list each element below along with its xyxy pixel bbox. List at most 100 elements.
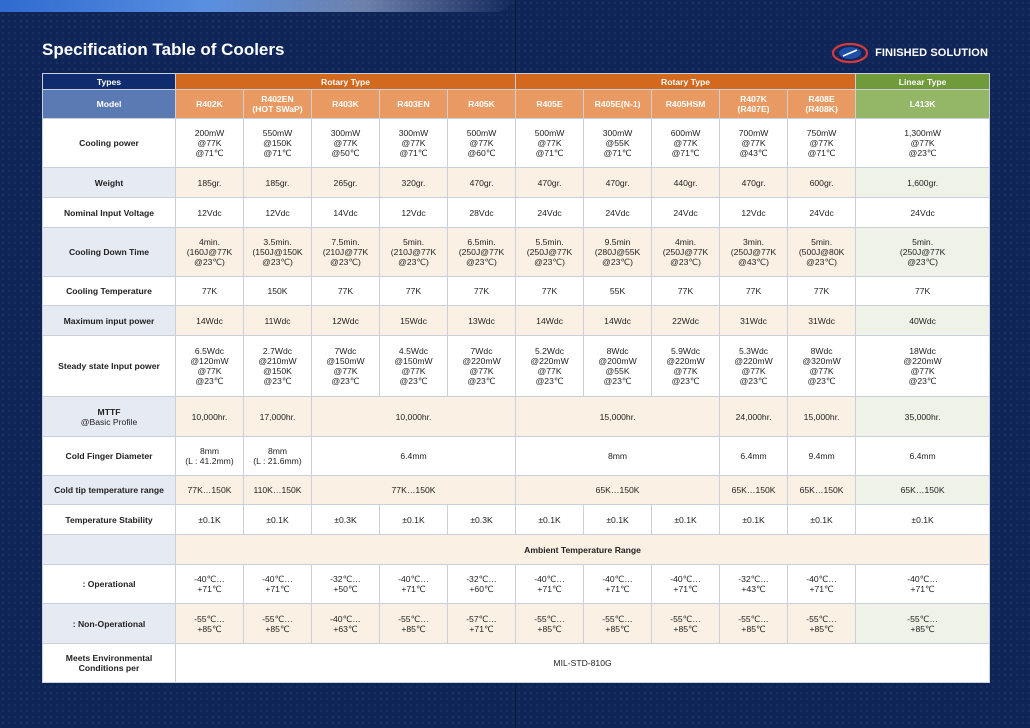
value-cell: 110K…150K <box>243 475 312 505</box>
model-row: Model R402K R402EN (HOT SWaP) R403K R403EN R4… <box>42 89 991 119</box>
value-cell: -55℃… +85℃ <box>787 603 857 644</box>
row-label: Cold Finger Diameter <box>42 436 176 476</box>
spec-row: Cooling Down Time 4min. (160J@77K @23℃) 3.5m… <box>42 227 991 277</box>
spec-row: Ambient Temperature Range <box>42 534 991 565</box>
value-cell: 5.5min. (250J@77K @23℃) <box>515 227 585 277</box>
value-cell: -55℃… +85℃ <box>243 603 312 644</box>
value-cell: 440gr. <box>651 167 721 198</box>
row-label: : Non-Operational <box>42 603 176 644</box>
value-cell: 300mW @77K @71℃ <box>379 118 448 168</box>
value-cell: -55℃… +85℃ <box>651 603 721 644</box>
value-cell: -55℃… +85℃ <box>583 603 653 644</box>
brand: FINISHED SOLUTION <box>831 42 988 64</box>
value-cell: -40℃… +71℃ <box>855 564 991 604</box>
row-label: Nominal Input Voltage <box>42 197 176 228</box>
value-cell: 65K…150K <box>787 475 857 505</box>
brand-name: FINISHED SOLUTION <box>875 47 988 59</box>
value-cell: 185gr. <box>243 167 312 198</box>
value-cell: 35,000hr. <box>855 396 991 437</box>
value-cell: 700mW @77K @43℃ <box>719 118 789 168</box>
value-cell: 77K <box>175 276 244 306</box>
value-cell: 15Wdc <box>379 305 448 336</box>
row-label: Cooling power <box>42 118 176 168</box>
spec-row: Cold Finger Diameter 8mm (L : 41.2mm) 8mm (L… <box>42 436 991 476</box>
value-cell: 24,000hr. <box>719 396 789 437</box>
value-cell: -40℃… +71℃ <box>583 564 653 604</box>
value-cell: 6.4mm <box>310 436 517 476</box>
value-cell: 14Vdc <box>311 197 380 228</box>
model-label: Model <box>42 89 176 119</box>
value-cell: 600mW @77K @71℃ <box>651 118 721 168</box>
value-cell: 14Wdc <box>175 305 244 336</box>
row-label: : Operational <box>42 564 176 604</box>
value-cell: 470gr. <box>719 167 789 198</box>
ambient-label-blank <box>42 534 176 565</box>
row-label: MTTF @Basic Profile <box>42 396 176 437</box>
spec-row: Nominal Input Voltage 12Vdc 12Vdc 14Vdc 12Vd… <box>42 197 991 228</box>
value-cell: ±0.1K <box>583 504 653 535</box>
value-cell: 24Vdc <box>855 197 991 228</box>
row-sublabel: @Basic Profile <box>80 416 138 427</box>
value-cell: -40℃… +71℃ <box>379 564 448 604</box>
value-cell: -55℃… +85℃ <box>719 603 789 644</box>
value-cell: 185gr. <box>175 167 244 198</box>
value-cell: 77K…150K <box>310 475 517 505</box>
value-cell: -40℃… +71℃ <box>651 564 721 604</box>
value-cell: 31Wdc <box>719 305 789 336</box>
value-cell: -57℃… +71℃ <box>446 603 517 644</box>
value-cell: ±0.3K <box>446 504 517 535</box>
value-cell: 7Wdc @220mW @77K @23℃ <box>446 335 517 397</box>
value-cell: 300mW @55K @71℃ <box>583 118 653 168</box>
model-header-cell: R405HSM <box>651 89 721 119</box>
value-cell: 65K…150K <box>515 475 721 505</box>
value-cell: 6.4mm <box>855 436 991 476</box>
model-header-cell: R405E <box>515 89 585 119</box>
value-cell: 9.4mm <box>787 436 857 476</box>
value-cell: 500mW @77K @60℃ <box>446 118 517 168</box>
value-cell: 5min. (250J@77K @23℃) <box>855 227 991 277</box>
value-cell: 550mW @150K @71℃ <box>243 118 312 168</box>
value-cell: 13Wdc <box>446 305 517 336</box>
value-cell: 7Wdc @150mW @77K @23℃ <box>311 335 380 397</box>
value-cell: 8Wdc @320mW @77K @23℃ <box>787 335 857 397</box>
value-cell: 470gr. <box>583 167 653 198</box>
value-cell: ±0.1K <box>243 504 312 535</box>
value-cell: 77K <box>787 276 857 306</box>
value-cell: 500mW @77K @71℃ <box>515 118 585 168</box>
row-label: Cold tip temperature range <box>42 475 176 505</box>
value-cell: 5.9Wdc @220mW @77K @23℃ <box>651 335 721 397</box>
row-label: Steady state Input power <box>42 335 176 397</box>
spec-row: MTTF @Basic Profile 10,000hr. 17,000hr. 10,0… <box>42 396 991 437</box>
value-cell: 14Wdc <box>515 305 585 336</box>
value-cell: 300mW @77K @50℃ <box>311 118 380 168</box>
spec-row: Maximum input power 14Wdc 11Wdc 12Wdc 15Wdc 1… <box>42 305 991 336</box>
types-label: Types <box>42 73 176 90</box>
value-cell: 24Vdc <box>651 197 721 228</box>
value-cell: -40℃… +71℃ <box>787 564 857 604</box>
mil-std-cell: MIL-STD-810G <box>174 643 991 683</box>
value-cell: 4min. (250J@77K @23℃) <box>651 227 721 277</box>
model-header-cell: R408E (R408K) <box>787 89 857 119</box>
value-cell: 10,000hr. <box>175 396 244 437</box>
value-cell: 4min. (160J@77K @23℃) <box>175 227 244 277</box>
value-cell: 31Wdc <box>787 305 857 336</box>
value-cell: -32℃… +60℃ <box>446 564 517 604</box>
value-cell: 65K…150K <box>855 475 991 505</box>
value-cell: ±0.1K <box>787 504 857 535</box>
value-cell: 8mm (L : 41.2mm) <box>175 436 244 476</box>
value-cell: 5min. (210J@77K @23℃) <box>379 227 448 277</box>
row-label: Meets Environmental Conditions per <box>42 643 176 683</box>
spec-row: Cooling power 200mW @77K @71℃ 550mW @150K @71℃… <box>42 118 991 168</box>
value-cell: 320gr. <box>379 167 448 198</box>
linear-type-header: Linear Type <box>855 73 991 90</box>
value-cell: 77K <box>311 276 380 306</box>
value-cell: -55℃… +85℃ <box>379 603 448 644</box>
value-cell: 15,000hr. <box>787 396 857 437</box>
value-cell: ±0.1K <box>515 504 585 535</box>
value-cell: 77K…150K <box>175 475 244 505</box>
value-cell: 12Vdc <box>719 197 789 228</box>
value-cell: 11Wdc <box>243 305 312 336</box>
brand-logo-icon <box>831 42 869 64</box>
spec-row: : Operational -40℃… +71℃ -40℃… +71℃ -32℃… +50℃… <box>42 564 991 604</box>
value-cell: -40℃… +71℃ <box>175 564 244 604</box>
